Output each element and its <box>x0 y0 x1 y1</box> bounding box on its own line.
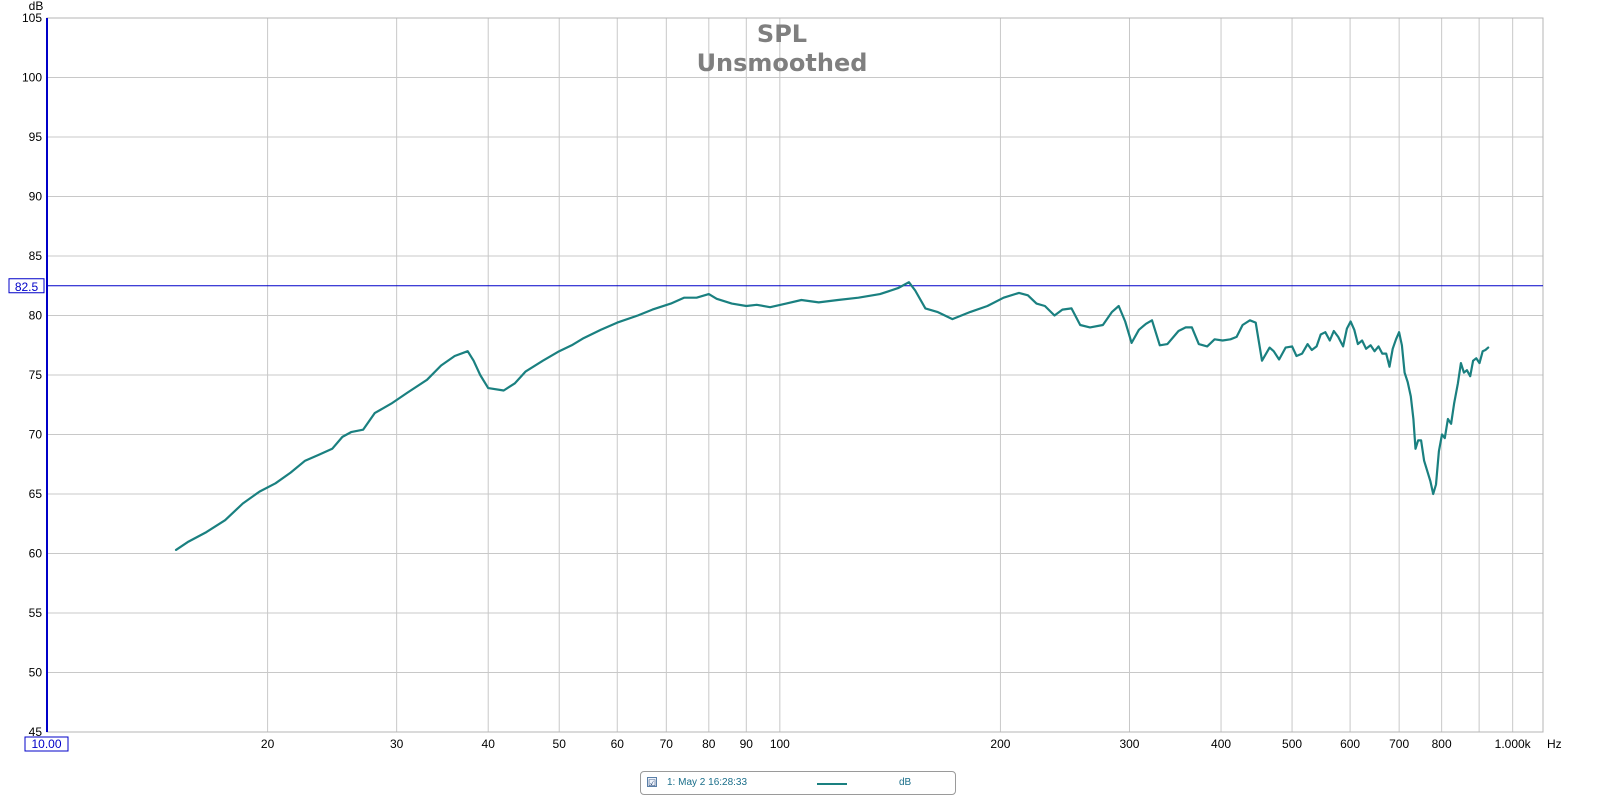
y-tick-label: 75 <box>29 368 43 382</box>
x-tick-label: 500 <box>1282 737 1302 751</box>
x-tick-label: 800 <box>1432 737 1452 751</box>
chart-subtitle: Unsmoothed <box>697 49 868 77</box>
legend-measurement-name: 1: May 2 16:28:33 <box>667 777 748 788</box>
y-tick-label: 80 <box>29 309 43 323</box>
x-tick-label: 30 <box>390 737 404 751</box>
legend-checkbox[interactable]: ☑ <box>647 777 657 788</box>
cursor-x-box <box>24 736 69 752</box>
x-tick-label: 100 <box>770 737 790 751</box>
cursor-x-value: 10.00 <box>31 737 61 751</box>
cursor-y-value: 82.5 <box>15 280 39 294</box>
x-tick-label: 700 <box>1389 737 1409 751</box>
legend-unit: dB <box>899 777 912 788</box>
x-tick-label: 50 <box>553 737 567 751</box>
x-tick-label: 80 <box>702 737 716 751</box>
y-tick-label: 60 <box>29 547 43 561</box>
x-tick-label: 1.000k <box>1495 737 1532 751</box>
y-tick-label: 90 <box>29 190 43 204</box>
x-tick-label: 60 <box>611 737 625 751</box>
cursor-y-box <box>8 278 45 294</box>
y-axis-label: dB <box>29 0 44 13</box>
legend: ☑ 1: May 2 16:28:33 dB <box>640 771 956 795</box>
x-tick-label: 70 <box>660 737 674 751</box>
x-axis-unit: Hz <box>1547 737 1562 751</box>
x-tick-label: 600 <box>1340 737 1360 751</box>
chart-title: SPL <box>757 20 807 48</box>
y-tick-label: 95 <box>29 130 43 144</box>
series-line <box>174 281 1490 551</box>
x-tick-label: 200 <box>990 737 1010 751</box>
y-tick-label: 45 <box>29 725 43 739</box>
y-tick-label: 55 <box>29 606 43 620</box>
y-tick-label: 85 <box>29 249 43 263</box>
y-tick-label: 105 <box>22 11 42 25</box>
x-tick-label: 20 <box>261 737 275 751</box>
y-tick-label: 100 <box>22 71 42 85</box>
legend-line-swatch <box>817 783 847 785</box>
x-tick-label: 300 <box>1119 737 1139 751</box>
y-tick-label: 50 <box>29 666 43 680</box>
x-tick-label: 40 <box>482 737 496 751</box>
y-tick-label: 70 <box>29 428 43 442</box>
x-tick-label: 400 <box>1211 737 1231 751</box>
y-tick-label: 65 <box>29 487 43 501</box>
x-tick-label: 90 <box>740 737 754 751</box>
